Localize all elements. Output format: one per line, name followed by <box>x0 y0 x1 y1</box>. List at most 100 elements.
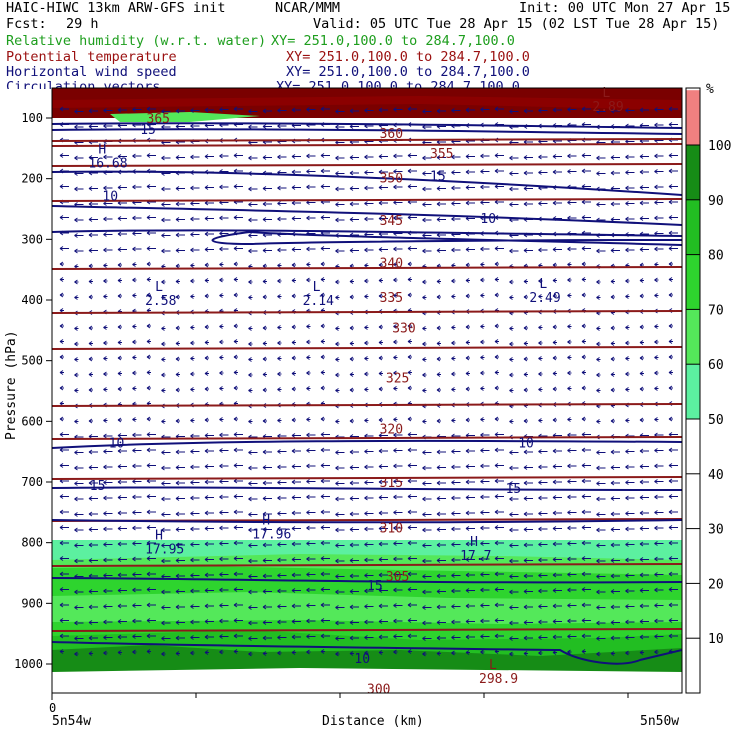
wind-vector-head <box>161 481 165 486</box>
wind-vector-head <box>132 339 136 345</box>
wind-vector-head <box>262 635 267 641</box>
x-axis-label: Distance (km) <box>322 714 424 729</box>
wind-vector-head <box>291 448 296 454</box>
wind-vector-head <box>277 108 281 113</box>
wind-vector-head <box>668 339 673 344</box>
wind-vector-head <box>654 525 658 531</box>
wind-vector-head <box>161 109 165 114</box>
wind-vector-head <box>436 108 441 114</box>
wind-vector-head <box>451 418 455 423</box>
wind-vector-head <box>610 573 615 579</box>
wind-vector-head <box>88 263 93 269</box>
wind-vector-head <box>509 605 513 610</box>
wind-vector-head <box>480 556 484 562</box>
wind-vector-head <box>378 572 383 578</box>
wind-vector-head <box>625 557 629 563</box>
wind-vector-head <box>175 651 180 656</box>
wind-vector-head <box>88 124 93 129</box>
wind-vector-head <box>132 277 136 283</box>
wind-vector-head <box>146 587 151 592</box>
wind-vector-head <box>639 495 644 500</box>
wind-vector-head <box>465 495 470 500</box>
wind-vector-head <box>132 541 136 546</box>
contour-label: 325 <box>386 372 409 387</box>
wind-vector-head <box>277 511 281 516</box>
wind-vector-head <box>567 386 571 391</box>
wind-vector-head <box>175 387 180 393</box>
y-tick-label: 600 <box>21 414 43 428</box>
extremum-value: 2.49 <box>529 291 560 306</box>
wind-vector-head <box>117 324 122 330</box>
contour-label: 300 <box>367 682 390 697</box>
wind-vector-head <box>509 465 513 471</box>
wind-vector-head <box>277 619 281 625</box>
wind-vector-head <box>277 278 281 284</box>
wind-vector-head <box>132 355 136 360</box>
wind-vector-head <box>364 340 368 346</box>
wind-vector-head <box>480 603 484 608</box>
wind-vector-head <box>74 605 78 610</box>
wind-vector-head <box>581 633 586 639</box>
wind-vector-head <box>248 341 252 347</box>
wind-vector-head <box>364 170 368 175</box>
wind-vector-head <box>552 107 557 113</box>
wind-vector-head <box>103 511 107 516</box>
wind-vector-head <box>639 464 644 469</box>
wind-vector-head <box>393 169 397 174</box>
wind-vector-head <box>262 511 267 517</box>
wind-vector-head <box>596 636 600 641</box>
wind-vector-head <box>538 170 542 175</box>
wind-vector-head <box>552 448 557 454</box>
wind-vector-head <box>103 216 107 222</box>
wind-vector-head <box>291 557 296 562</box>
wind-vector-head <box>378 386 383 392</box>
wind-vector-head <box>262 449 267 455</box>
wind-vector-head <box>364 278 368 284</box>
wind-vector-head <box>451 201 455 206</box>
wind-vector-head <box>74 558 78 564</box>
wind-vector-head <box>219 463 223 469</box>
wind-vector-head <box>523 542 528 548</box>
wind-vector-head <box>393 649 397 655</box>
wind-vector-head <box>132 262 136 267</box>
wind-vector-head <box>523 604 528 610</box>
wind-vector-head <box>480 184 484 190</box>
wind-vector-head <box>291 355 296 361</box>
wind-vector-head <box>262 620 267 625</box>
low-marker: L <box>539 277 547 292</box>
wind-vector-head <box>248 233 252 238</box>
wind-vector-head <box>625 201 629 206</box>
wind-vector-head <box>581 587 586 592</box>
wind-vector-head <box>291 185 296 190</box>
contour-label: 315 <box>380 476 403 491</box>
wind-vector-head <box>117 371 122 376</box>
wind-vector-head <box>59 416 64 422</box>
wind-vector-head <box>146 323 151 329</box>
wind-vector-head <box>349 108 354 114</box>
wind-vector-head <box>465 479 470 485</box>
wind-vector-head <box>567 494 571 500</box>
field-xy-vectors: XY= 251.0,100.0 to 284.7,100.0 <box>276 80 520 89</box>
wind-vector-head <box>480 386 484 391</box>
wind-vector-head <box>175 604 180 610</box>
wind-vector-head <box>335 651 339 657</box>
wind-vector-head <box>291 588 296 593</box>
wind-vector-head <box>320 633 325 639</box>
wind-vector-head <box>320 416 325 422</box>
wind-vector-head <box>88 201 93 207</box>
wind-vector-head <box>320 106 325 112</box>
wind-vector-head <box>349 418 354 424</box>
wind-vector-head <box>335 620 339 626</box>
wind-vector-head <box>538 480 542 485</box>
low-marker: L <box>602 86 610 101</box>
wind-vector-head <box>436 186 441 191</box>
wind-vector-head <box>248 295 252 300</box>
wind-vector-head <box>668 106 673 112</box>
wind-vector-head <box>349 248 354 253</box>
wind-vector-head <box>117 417 122 423</box>
wind-vector-head <box>248 465 252 471</box>
wind-vector-head <box>117 355 122 361</box>
wind-vector-head <box>204 572 209 578</box>
wind-vector-head <box>248 651 252 657</box>
wind-vector-head <box>146 292 151 298</box>
